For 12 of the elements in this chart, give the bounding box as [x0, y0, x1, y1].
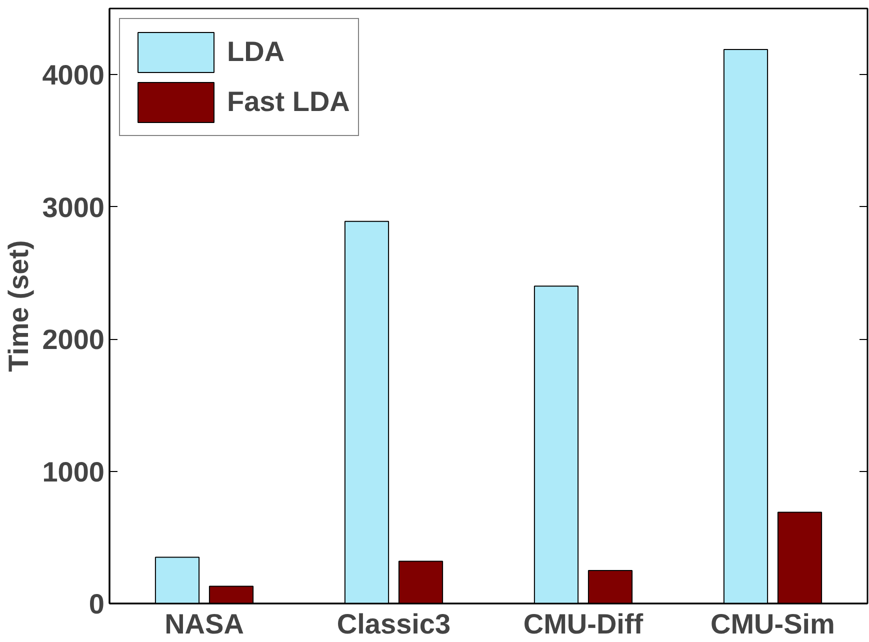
- legend-label: LDA: [227, 36, 285, 68]
- legend-label: Fast LDA: [227, 86, 350, 118]
- x-tick-label: CMU-Diff: [523, 608, 644, 640]
- y-tick-label: 2000: [42, 324, 105, 356]
- y-tick-label: 4000: [42, 60, 105, 91]
- y-tick-label: 0: [88, 588, 105, 620]
- x-tick-label: Classic3: [336, 608, 451, 640]
- y-tick-label: 3000: [42, 192, 105, 223]
- x-tick-label: NASA: [164, 608, 244, 640]
- x-tick-label: CMU-Sim: [710, 608, 835, 640]
- y-tick-label: 1000: [42, 456, 105, 488]
- y-axis-title: Time (set): [3, 240, 34, 372]
